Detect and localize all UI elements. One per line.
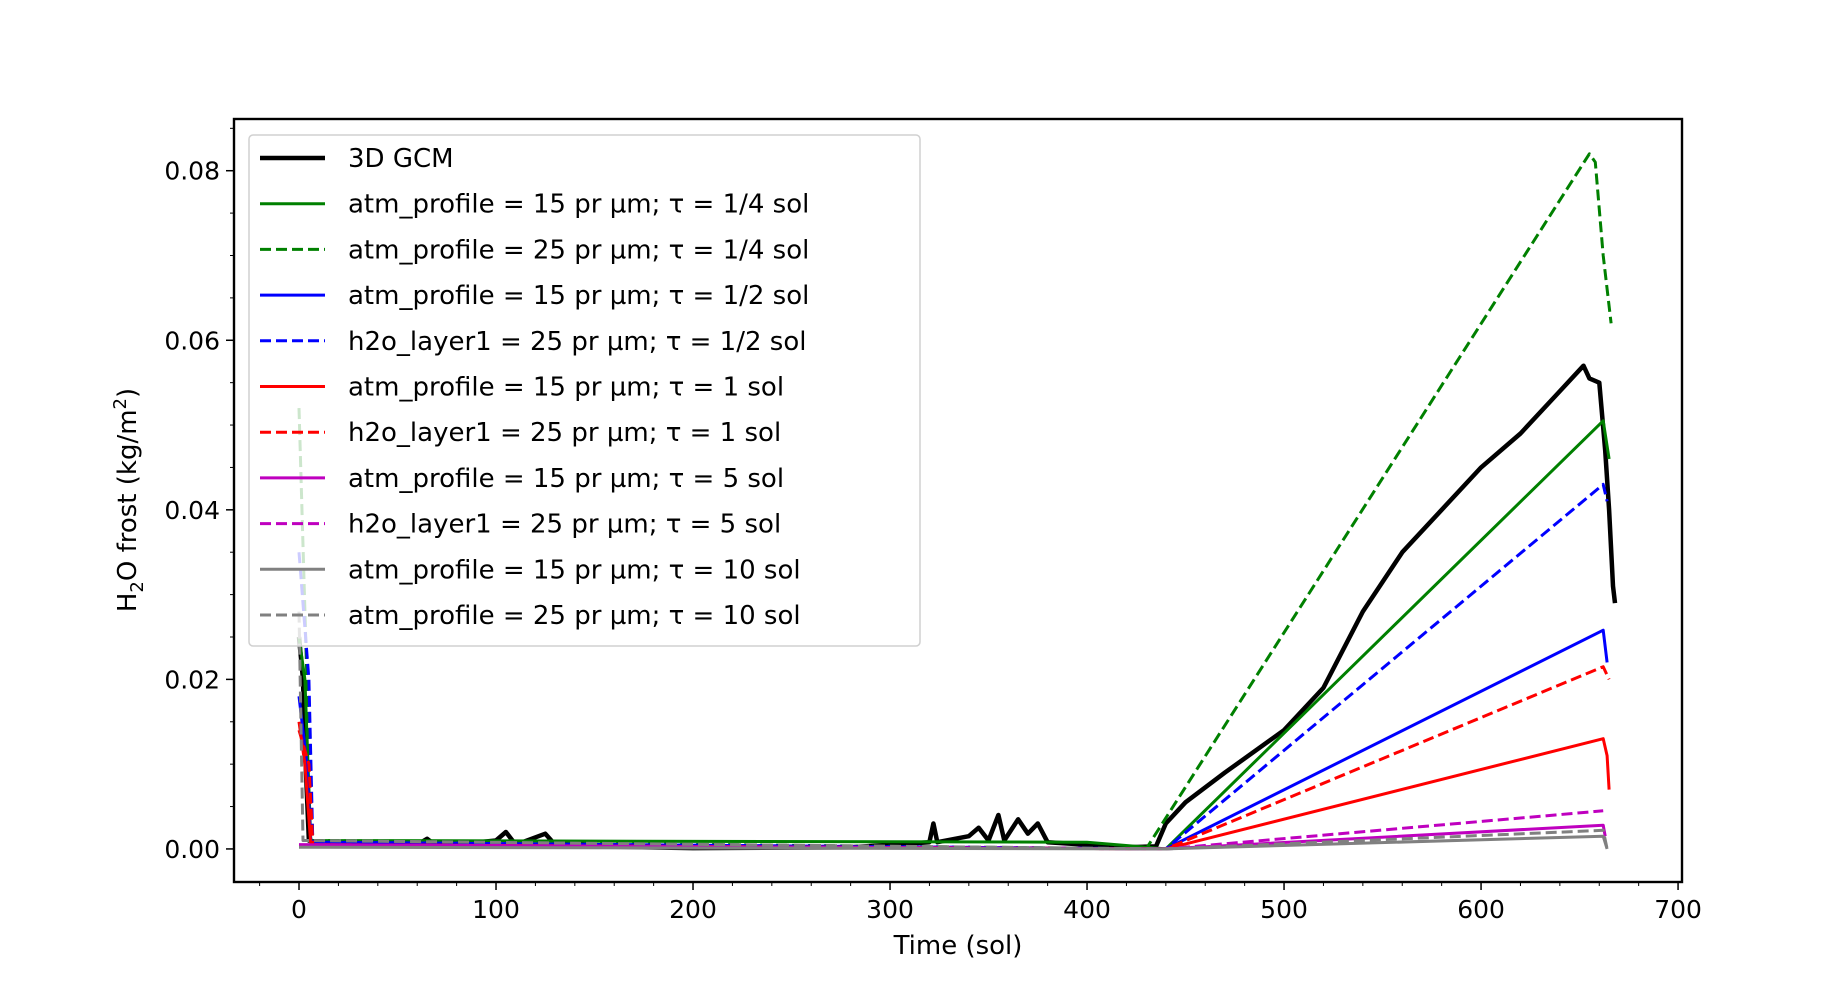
- y-tick-label: 0.08: [164, 157, 220, 186]
- legend-label: atm_profile = 25 pr µm; τ = 1/4 sol: [348, 235, 809, 265]
- legend-label: atm_profile = 15 pr µm; τ = 10 sol: [348, 555, 801, 585]
- y-tick-label: 0.04: [164, 496, 220, 525]
- legend-label: atm_profile = 15 pr µm; τ = 1 sol: [348, 373, 784, 403]
- legend-entry-5: atm_profile = 15 pr µm; τ = 1 sol: [260, 373, 784, 403]
- y-tick-label: 0.02: [164, 665, 220, 694]
- legend-label: 3D GCM: [348, 144, 454, 174]
- legend-entry-8: h2o_layer1 = 25 pr µm; τ = 5 sol: [260, 510, 781, 540]
- series-line-6: [297, 665, 1611, 851]
- series-line-10: [297, 611, 1609, 851]
- x-tick-label: 100: [472, 895, 520, 924]
- legend: 3D GCM atm_profile = 15 pr µm; τ = 1/4 so…: [248, 134, 921, 647]
- y-tick-label: 0.06: [164, 326, 220, 355]
- x-tick-label: 400: [1063, 895, 1111, 924]
- legend-entry-3: atm_profile = 15 pr µm; τ = 1/2 sol: [260, 281, 809, 311]
- legend-entry-1: atm_profile = 15 pr µm; τ = 1/4 sol: [260, 190, 809, 220]
- x-tick-label: 500: [1260, 895, 1308, 924]
- legend-label: h2o_layer1 = 25 pr µm; τ = 1 sol: [348, 418, 781, 448]
- x-tick-label: 300: [866, 895, 914, 924]
- series-line-1: [297, 419, 1611, 851]
- legend-label: atm_profile = 15 pr µm; τ = 1/2 sol: [348, 281, 809, 311]
- series-line-2: [297, 152, 1613, 851]
- legend-entry-10: atm_profile = 25 pr µm; τ = 10 sol: [260, 601, 801, 631]
- legend-label: atm_profile = 15 pr µm; τ = 1/4 sol: [348, 190, 809, 220]
- legend-entry-6: h2o_layer1 = 25 pr µm; τ = 1 sol: [260, 418, 781, 448]
- x-tick-label: 0: [291, 895, 307, 924]
- series-line-5: [297, 721, 1611, 851]
- ticks-layer: 0 100 200 300 400 500 600 700 0.00 0.02 0.04 0.06 0.…: [164, 127, 1702, 924]
- x-tick-label: 700: [1654, 895, 1702, 924]
- plot-frame: [232, 117, 1684, 884]
- series-line-4: [297, 482, 1609, 851]
- y-axis-label: H2O frost (kg/m2): [110, 388, 148, 612]
- legend-entry-2: atm_profile = 25 pr µm; τ = 1/4 sol: [260, 235, 809, 265]
- x-tick-label: 600: [1457, 895, 1505, 924]
- y-tick-label: 0.00: [164, 835, 220, 864]
- legend-entry-0: 3D GCM: [260, 144, 454, 174]
- legend-entry-9: atm_profile = 15 pr µm; τ = 10 sol: [260, 555, 801, 585]
- legend-label: h2o_layer1 = 25 pr µm; τ = 5 sol: [348, 510, 781, 540]
- legend-label: h2o_layer1 = 25 pr µm; τ = 1/2 sol: [348, 327, 806, 357]
- series-layer: [296, 152, 1618, 851]
- legend-label: atm_profile = 25 pr µm; τ = 10 sol: [348, 601, 801, 631]
- legend-label: atm_profile = 15 pr µm; τ = 5 sol: [348, 464, 784, 494]
- series-line-3: [297, 628, 1609, 851]
- legend-entry-7: atm_profile = 15 pr µm; τ = 5 sol: [260, 464, 784, 494]
- series-line-0: [296, 363, 1618, 851]
- x-axis-label: Time (sol): [893, 931, 1023, 961]
- legend-box: [248, 134, 921, 647]
- x-tick-label: 200: [669, 895, 717, 924]
- legend-entry-4: h2o_layer1 = 25 pr µm; τ = 1/2 sol: [260, 327, 806, 357]
